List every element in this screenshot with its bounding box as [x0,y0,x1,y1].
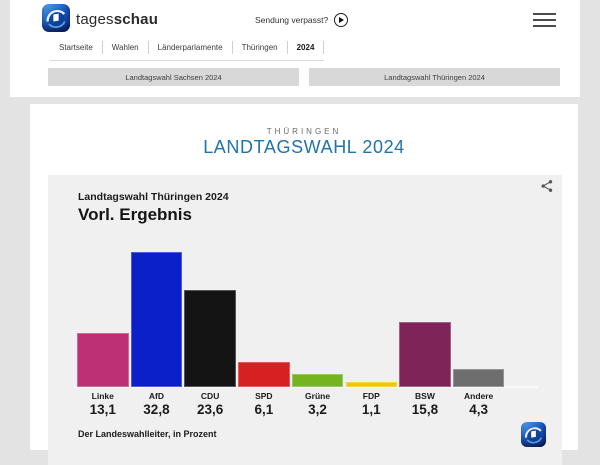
chart-source: Der Landeswahlleiter, in Prozent [78,429,217,439]
bar-linke [77,333,129,387]
bar-grüne [291,373,344,387]
brand-bold: schau [113,11,159,28]
bar-value-label: 1,1 [361,402,381,417]
page-kicker: THÜRINGEN [266,127,342,136]
quick-link-button[interactable]: Landtagswahl Thüringen 2024 [309,68,560,86]
x-axis-baseline [74,386,538,388]
breadcrumb: Startseite Wahlen Länderparlamente Thüringe… [50,41,325,61]
breadcrumb-item-2024[interactable]: 2024 [288,41,325,54]
bar-spd [238,361,290,387]
bar-category-label: SPD [255,391,273,401]
sendung-verpasst-label: Sendung verpasst? [255,15,329,25]
quick-link-button[interactable]: Landtagswahl Sachsen 2024 [48,68,299,86]
breadcrumb-item-länderparlamente[interactable]: Länderparlamente [149,41,233,54]
breadcrumb-item-wahlen[interactable]: Wahlen [103,41,149,54]
bar-value-label: 23,6 [197,402,224,417]
bar-category-label: Grüne [305,391,331,401]
chart-subtitle: Vorl. Ergebnis [78,205,192,224]
bar-category-label: AfD [148,391,164,401]
brand-regular: tages [76,11,114,28]
breadcrumb-item-startseite[interactable]: Startseite [50,41,103,54]
menu-icon[interactable] [533,13,556,27]
page-title: LANDTAGSWAHL 2024 [203,137,405,157]
sendung-verpasst-link[interactable]: Sendung verpasst? [255,13,349,27]
bar-fdp [345,382,397,387]
bar-category-label: Linke [91,391,114,401]
bar-value-label: 13,1 [89,402,116,417]
bar-category-label: Andere [463,391,494,401]
bar-category-label: CDU [200,391,220,401]
bar-value-label: 15,8 [411,402,439,417]
header: tagesschau Sendung verpasst? Startseite W… [10,0,580,97]
bar-cdu [184,289,236,387]
result-chart: Landtagswahl Thüringen 2024 Vorl. Ergebn… [48,175,562,465]
main-content: THÜRINGEN LANDTAGSWAHL 2024 Landtagswahl… [30,104,578,465]
brand-wordmark[interactable]: tagesschau [76,11,158,28]
bar-plot: Linke 13,1 AfD 32,8 CDU 23,6 SPD 6,1 Grüne 3,2 FDP… [48,175,562,465]
bar-andere [452,369,505,387]
bar-value-label: 32,8 [143,402,170,417]
tagesschau-logo-icon[interactable] [42,4,70,32]
bar-category-label: FDP [362,391,380,401]
breadcrumb-item-thüringen[interactable]: Thüringen [233,41,288,54]
bar-value-label: 3,2 [308,402,327,417]
quick-links: Landtagswahl Sachsen 2024 Landtagswahl Th… [48,68,560,86]
bar-afd [130,251,183,387]
bar-value-label: 4,3 [469,402,489,417]
bar-value-label: 6,1 [254,402,274,417]
share-icon[interactable] [540,179,554,193]
tagesschau-logo-icon [521,422,546,447]
play-icon [334,13,349,27]
chart-title: Landtagswahl Thüringen 2024 [78,191,229,203]
bar-bsw [399,321,451,387]
bar-category-label: BSW [415,391,435,401]
